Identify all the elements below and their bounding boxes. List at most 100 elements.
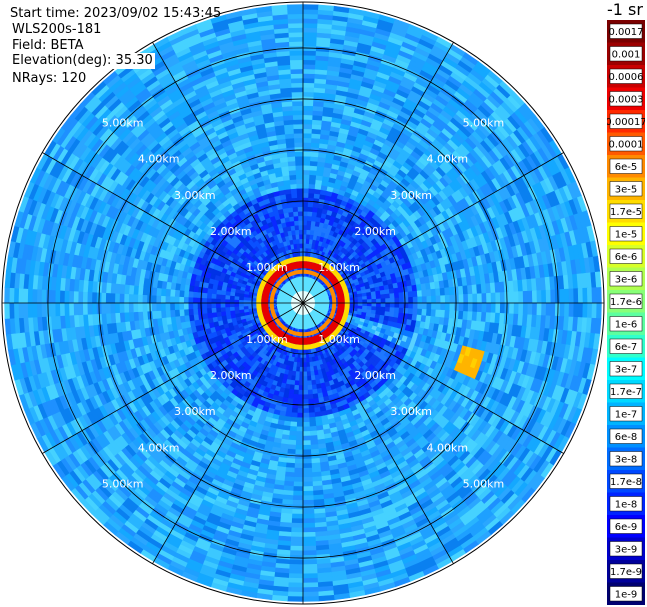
- ppi-cell: [302, 513, 315, 520]
- ppi-cell: [449, 294, 455, 304]
- ppi-cell: [495, 302, 501, 314]
- ppi-cell: [299, 362, 304, 368]
- ppi-cell: [371, 294, 377, 300]
- ppi-cell: [302, 238, 307, 244]
- ppi-cell: [431, 302, 437, 311]
- ppi-cell: [288, 430, 297, 437]
- ppi-cell: [302, 586, 319, 593]
- ppi-cell: [296, 417, 304, 423]
- ppi-cell: [536, 290, 543, 304]
- ppi-cell: [302, 77, 316, 84]
- ppi-cell: [308, 412, 316, 418]
- ppi-cell: [302, 476, 313, 483]
- ppi-cell: [518, 302, 524, 315]
- ppi-cell: [495, 292, 501, 304]
- ppi-cell: [541, 289, 547, 304]
- ppi-cell: [302, 481, 313, 487]
- ppi-cell: [302, 68, 316, 75]
- ppi-cell: [389, 307, 396, 313]
- ppi-cell: [287, 596, 304, 602]
- ppi-cell: [287, 586, 304, 593]
- ppi-cell: [398, 292, 405, 299]
- ppi-cell: [318, 594, 335, 602]
- ppi-cell: [295, 426, 304, 432]
- ppi-cell: [421, 289, 428, 298]
- ppi-cell: [586, 287, 593, 304]
- ppi-cell: [444, 294, 451, 304]
- ppi-cell: [522, 290, 529, 304]
- ppi-cell: [527, 290, 533, 304]
- ppi-cell: [295, 440, 304, 446]
- ppi-cell: [302, 472, 313, 478]
- ppi-cell: [302, 210, 309, 217]
- ppi-cell: [302, 421, 310, 428]
- ppi-cell: [292, 490, 304, 497]
- ppi-cell: [376, 298, 382, 304]
- ppi-cell: [596, 287, 602, 304]
- ppi-cell: [490, 302, 497, 314]
- ppi-cell: [302, 40, 318, 47]
- ppi-cell: [389, 297, 396, 304]
- ppi-cell: [302, 545, 317, 552]
- ppi-cell: [499, 292, 506, 304]
- ppi-cell: [302, 18, 319, 24]
- ppi-cell: [357, 299, 363, 304]
- ppi-cell: [307, 398, 314, 405]
- ppi-cell: [577, 302, 584, 318]
- ppi-cell: [302, 454, 312, 460]
- ppi-cell: [417, 302, 423, 310]
- ppi-cell: [564, 302, 570, 318]
- ppi-cell: [362, 295, 368, 301]
- ppi-cell: [431, 295, 437, 304]
- ppi-cell: [302, 389, 309, 396]
- ppi-cell: [302, 36, 318, 42]
- ppi-cell: [302, 178, 310, 185]
- ppi-cell: [458, 302, 465, 312]
- ppi-cell: [408, 302, 414, 310]
- ppi-cell: [302, 22, 318, 29]
- ppi-cell: [407, 308, 414, 315]
- ppi-cell: [306, 371, 312, 377]
- ppi-cell: [288, 568, 304, 575]
- ppi-cell: [412, 302, 419, 310]
- ppi-cell: [298, 385, 304, 391]
- ppi-cell: [302, 27, 318, 33]
- ppi-cell: [318, 4, 335, 12]
- ppi-cell: [293, 476, 304, 483]
- ppi-cell: [298, 376, 304, 382]
- ppi-cell: [302, 426, 311, 432]
- ppi-cell: [297, 398, 304, 405]
- ppi-cell: [290, 412, 298, 418]
- ppi-cell: [412, 308, 418, 316]
- ppi-cell: [302, 187, 310, 194]
- ppi-cell: [308, 421, 317, 428]
- ppi-cell: [292, 486, 304, 492]
- ppi-cell: [288, 564, 304, 570]
- ppi-cell: [435, 295, 442, 304]
- ppi-cell: [307, 210, 313, 217]
- ppi-cell: [302, 394, 309, 400]
- ppi-cell: [291, 513, 304, 520]
- ppi-cell: [380, 302, 386, 308]
- ppi-cell: [289, 421, 298, 428]
- ppi-cell: [302, 215, 308, 221]
- ppi-cell: [398, 307, 405, 314]
- ppi-cell: [307, 206, 314, 212]
- ppi-cell: [302, 63, 316, 70]
- ppi-cell: [308, 188, 316, 194]
- ppi-cell: [302, 380, 308, 386]
- ppi-cell: [302, 224, 308, 230]
- ppi-cell: [305, 362, 311, 368]
- ppi-cell: [302, 596, 319, 602]
- ppi-cell: [458, 294, 465, 304]
- ppi-cell: [302, 132, 313, 139]
- ppi-cell: [586, 302, 593, 319]
- ppi-cell: [421, 296, 428, 304]
- ppi-cell: [297, 389, 304, 396]
- ppi-cell: [472, 302, 478, 313]
- ppi-cell: [294, 454, 304, 460]
- ppi-cell: [307, 389, 313, 396]
- ppi-cell: [299, 366, 304, 373]
- ppi-cell: [302, 73, 316, 79]
